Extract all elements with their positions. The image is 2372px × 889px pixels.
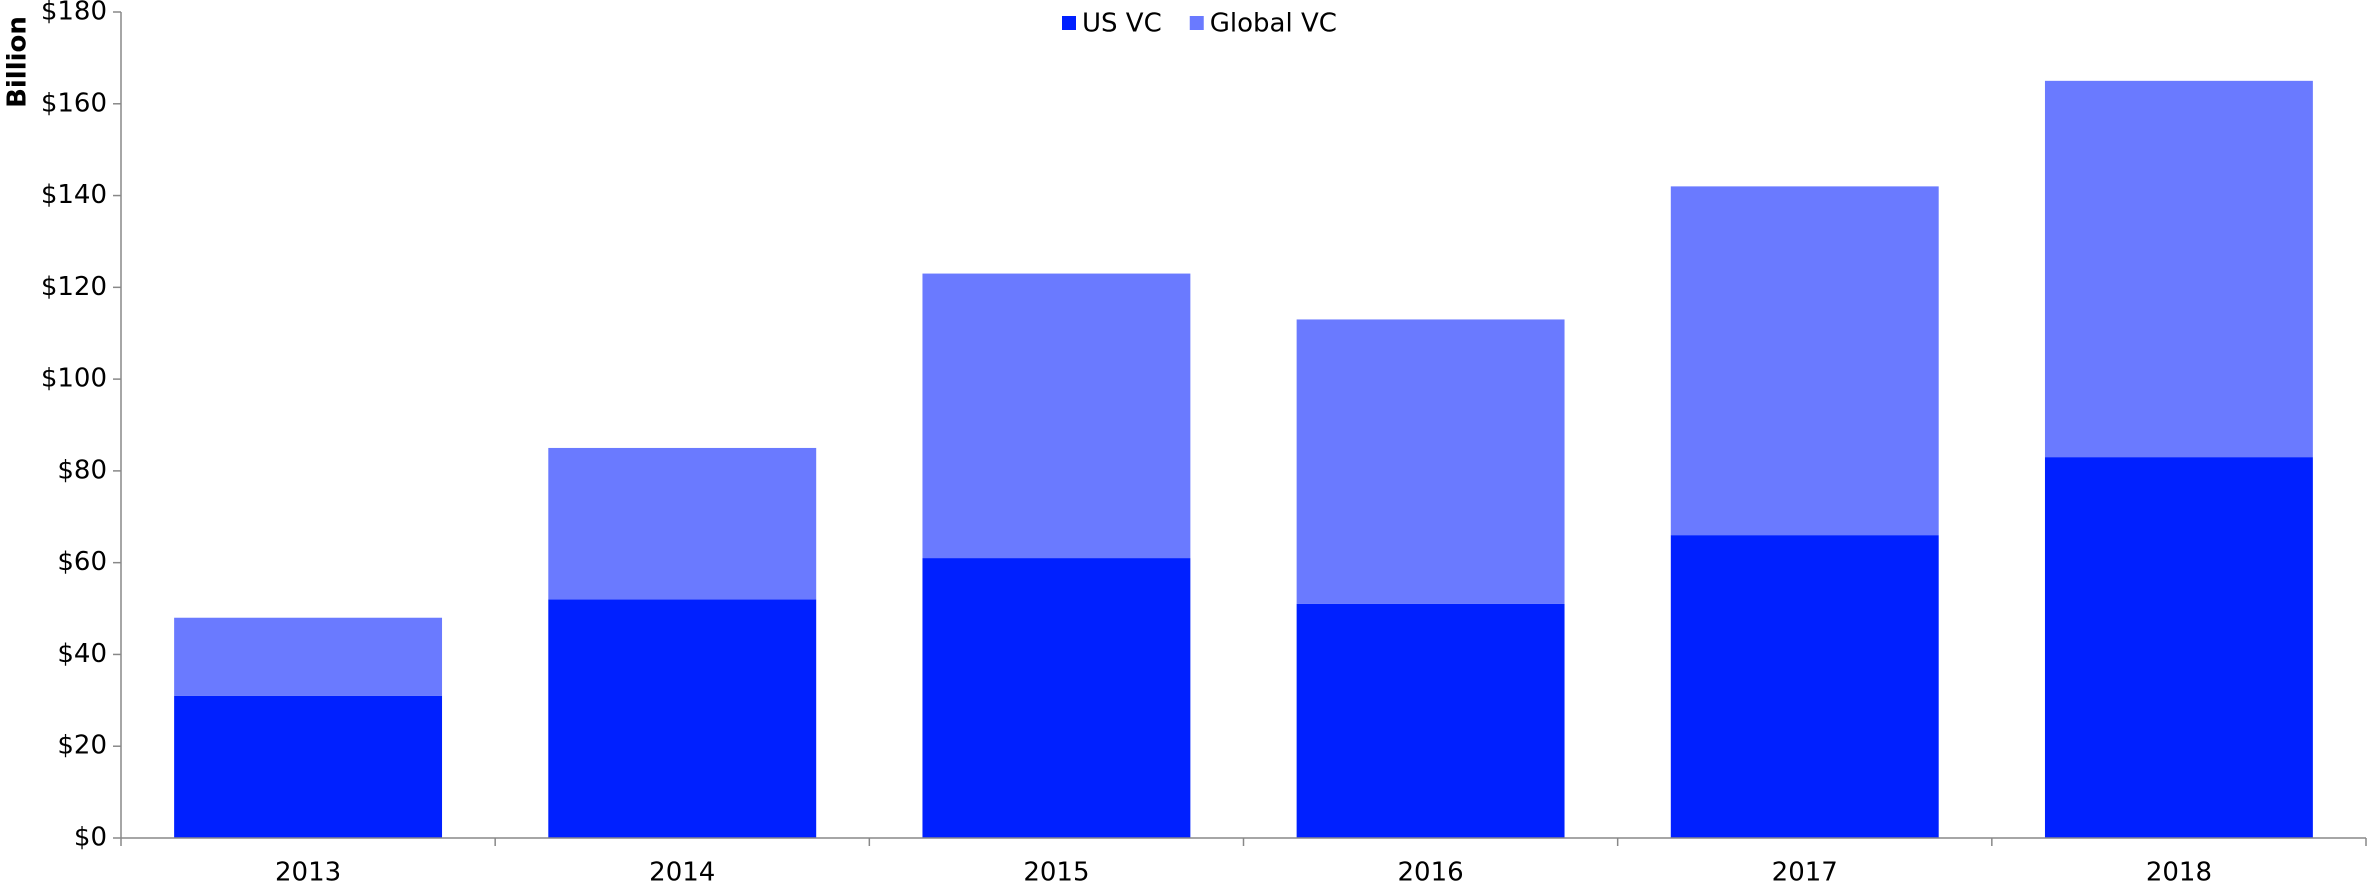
y-tick-label: $40 bbox=[57, 639, 107, 669]
y-tick-label: $0 bbox=[74, 823, 107, 853]
y-tick-label: $80 bbox=[57, 455, 107, 485]
x-tick-label: 2013 bbox=[275, 858, 341, 888]
bar-segment bbox=[174, 695, 443, 838]
bar-segment bbox=[174, 617, 443, 696]
legend-label: Global VC bbox=[1210, 9, 1337, 39]
y-tick-label: $20 bbox=[57, 731, 107, 761]
y-tick-label: $160 bbox=[41, 88, 107, 118]
bar-segment bbox=[548, 599, 817, 838]
bar-segment bbox=[922, 273, 1191, 559]
bar-segment bbox=[1670, 186, 1939, 536]
x-tick-label: 2018 bbox=[2146, 858, 2212, 888]
bar-segment bbox=[2044, 80, 2313, 458]
y-tick-label: $140 bbox=[41, 180, 107, 210]
legend-swatch bbox=[1189, 16, 1204, 30]
bar-segment bbox=[1296, 319, 1565, 604]
legend-label: US VC bbox=[1082, 9, 1162, 39]
y-axis-label: Billion bbox=[3, 16, 33, 108]
x-tick-label: 2017 bbox=[1772, 858, 1838, 888]
y-tick-label: $60 bbox=[57, 547, 107, 577]
x-tick-label: 2014 bbox=[649, 858, 715, 888]
bar-segment bbox=[1296, 603, 1565, 838]
y-tick-label: $120 bbox=[41, 272, 107, 302]
y-tick-label: $180 bbox=[41, 0, 107, 27]
x-tick-label: 2015 bbox=[1023, 858, 1089, 888]
bar-segment bbox=[548, 447, 817, 600]
x-tick-label: 2016 bbox=[1397, 858, 1463, 888]
bar-segment bbox=[922, 558, 1191, 838]
bar-segment bbox=[2044, 457, 2313, 838]
bar-segment bbox=[1670, 535, 1939, 838]
y-tick-label: $100 bbox=[41, 364, 107, 394]
legend-swatch bbox=[1062, 16, 1076, 30]
